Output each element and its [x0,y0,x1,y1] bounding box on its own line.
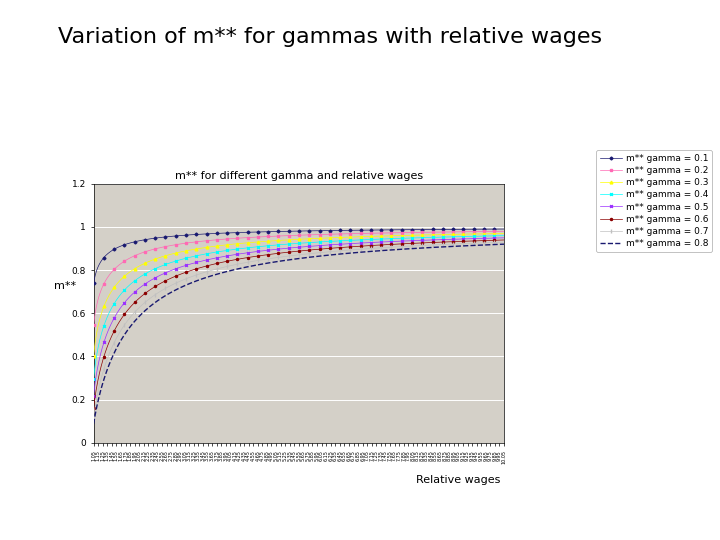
Line: m** gamma = 0.6: m** gamma = 0.6 [93,239,505,409]
m** gamma = 0.2 [131,252,140,259]
m** gamma = 0.6 [409,240,418,247]
m** gamma = 0.6 [256,253,264,259]
m** gamma = 0.3 [409,232,418,239]
m** gamma = 0.3 [371,233,379,239]
m** gamma = 0.1 [270,228,279,235]
m** gamma = 0.4 [500,232,508,239]
Line: m** gamma = 0.8: m** gamma = 0.8 [94,244,504,424]
m** gamma = 0.5 [89,393,98,399]
m** gamma = 0.8 [131,317,140,323]
m** gamma = 0.4 [371,236,379,242]
m** gamma = 0.6 [417,240,426,246]
m** gamma = 0.2 [371,230,379,237]
Line: m** gamma = 0.2: m** gamma = 0.2 [93,230,505,326]
m** gamma = 0.5 [417,237,426,244]
m** gamma = 0.5 [256,248,264,254]
m** gamma = 0.1 [131,238,140,245]
m** gamma = 0.3 [500,230,508,237]
m** gamma = 0.5 [131,288,140,294]
m** gamma = 0.5 [270,246,279,253]
m** gamma = 0.1 [89,280,98,287]
m** gamma = 0.4 [131,277,140,284]
m** gamma = 0.2 [409,229,418,235]
m** gamma = 0.8 [500,241,508,247]
m** gamma = 0.8 [409,245,418,252]
m** gamma = 0.4 [89,376,98,382]
m** gamma = 0.3 [417,232,426,238]
m** gamma = 0.5 [371,239,379,246]
m** gamma = 0.2 [417,229,426,235]
m** gamma = 0.6 [131,299,140,305]
Line: m** gamma = 0.7: m** gamma = 0.7 [91,240,506,419]
m** gamma = 0.7 [371,245,379,252]
m** gamma = 0.2 [256,234,264,240]
m** gamma = 0.6 [270,251,279,257]
m** gamma = 0.3 [270,238,279,244]
m** gamma = 0.1 [409,226,418,233]
m** gamma = 0.4 [417,234,426,241]
m** gamma = 0.6 [89,405,98,411]
m** gamma = 0.2 [270,233,279,239]
m** gamma = 0.8 [270,259,279,265]
Text: Relative wages: Relative wages [416,475,500,485]
m** gamma = 0.7 [417,242,426,249]
m** gamma = 0.6 [500,237,508,243]
m** gamma = 0.2 [89,322,98,328]
m** gamma = 0.4 [256,244,264,250]
m** gamma = 0.3 [89,353,98,360]
m** gamma = 0.4 [270,242,279,248]
m** gamma = 0.2 [500,228,508,234]
m** gamma = 0.5 [500,234,508,241]
m** gamma = 0.3 [256,239,264,245]
m** gamma = 0.4 [409,235,418,241]
Legend: m** gamma = 0.1, m** gamma = 0.2, m** gamma = 0.3, m** gamma = 0.4, m** gamma = : m** gamma = 0.1, m** gamma = 0.2, m** ga… [596,150,712,252]
m** gamma = 0.7 [256,257,264,264]
Line: m** gamma = 0.4: m** gamma = 0.4 [92,234,505,380]
m** gamma = 0.1 [417,226,426,233]
Title: m** for different gamma and relative wages: m** for different gamma and relative wag… [175,171,423,181]
Text: m**: m** [54,281,76,291]
m** gamma = 0.7 [270,255,279,261]
Text: Variation of m** for gammas with relative wages: Variation of m** for gammas with relativ… [58,27,602,47]
Line: m** gamma = 0.1: m** gamma = 0.1 [93,228,505,285]
m** gamma = 0.8 [417,245,426,251]
m** gamma = 0.5 [409,238,418,244]
m** gamma = 0.7 [131,308,140,314]
Line: m** gamma = 0.5: m** gamma = 0.5 [92,237,505,397]
m** gamma = 0.8 [256,261,264,268]
m** gamma = 0.8 [371,248,379,254]
m** gamma = 0.7 [500,239,508,245]
m** gamma = 0.1 [371,227,379,233]
Line: m** gamma = 0.3: m** gamma = 0.3 [92,232,505,357]
m** gamma = 0.3 [131,265,140,272]
m** gamma = 0.7 [409,242,418,249]
m** gamma = 0.1 [256,228,264,235]
m** gamma = 0.1 [500,226,508,232]
m** gamma = 0.7 [89,414,98,421]
m** gamma = 0.8 [89,421,98,427]
m** gamma = 0.6 [371,242,379,248]
